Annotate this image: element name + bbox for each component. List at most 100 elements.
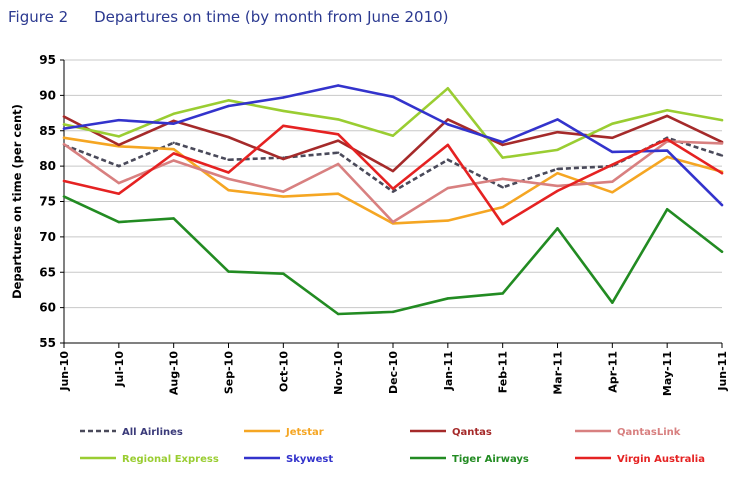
data-point bbox=[172, 119, 175, 123]
data-point bbox=[391, 134, 395, 137]
data-point bbox=[501, 292, 504, 295]
data-point bbox=[501, 143, 504, 147]
y-tick-label: 80 bbox=[39, 159, 56, 173]
x-tick-label: Aug-10 bbox=[168, 351, 181, 395]
data-point bbox=[720, 118, 724, 122]
data-point bbox=[556, 227, 559, 230]
data-point bbox=[665, 155, 669, 159]
data-point bbox=[227, 171, 230, 174]
data-point bbox=[336, 151, 340, 154]
y-tick-label: 75 bbox=[39, 195, 56, 209]
data-point bbox=[446, 143, 450, 147]
data-point bbox=[282, 96, 285, 99]
chart-title: Departures on time (by month from June 2… bbox=[94, 8, 449, 26]
data-point bbox=[62, 136, 66, 140]
data-point bbox=[665, 114, 669, 118]
data-point bbox=[665, 138, 669, 141]
series-line-qantaslink bbox=[62, 140, 724, 224]
x-tick-label: Jun-10 bbox=[58, 351, 71, 392]
legend-label: Tiger Airways bbox=[452, 454, 529, 465]
y-tick-label: 55 bbox=[39, 336, 56, 350]
series-lines bbox=[62, 84, 724, 316]
series-line-tiger-airways bbox=[62, 195, 724, 316]
data-point bbox=[446, 186, 450, 190]
data-point bbox=[62, 195, 66, 198]
data-point bbox=[611, 191, 614, 194]
legend-label: Jetstar bbox=[285, 427, 324, 438]
x-tick-label: Dec-10 bbox=[387, 351, 400, 394]
data-point bbox=[446, 158, 450, 161]
data-point bbox=[172, 217, 175, 220]
data-point bbox=[446, 219, 450, 222]
legend-item: QantasLink bbox=[575, 427, 681, 438]
data-point bbox=[62, 179, 66, 183]
data-point bbox=[391, 220, 395, 224]
data-point bbox=[62, 142, 66, 146]
data-point bbox=[336, 162, 340, 166]
data-point bbox=[172, 112, 175, 115]
data-point bbox=[720, 203, 724, 207]
data-point bbox=[556, 167, 559, 171]
y-tick-label: 85 bbox=[39, 124, 56, 138]
data-point bbox=[227, 99, 230, 102]
data-point bbox=[611, 301, 614, 304]
data-point bbox=[611, 180, 614, 183]
data-point bbox=[117, 192, 121, 195]
legend-label: Regional Express bbox=[122, 454, 219, 465]
data-point bbox=[665, 109, 669, 112]
data-point bbox=[391, 187, 395, 190]
legend-item: Virgin Australia bbox=[575, 454, 705, 465]
data-point bbox=[501, 205, 504, 209]
data-point bbox=[391, 190, 395, 193]
data-point bbox=[665, 208, 669, 211]
legend-item: Jetstar bbox=[244, 427, 324, 438]
data-point bbox=[172, 152, 175, 155]
data-point bbox=[172, 122, 175, 125]
legend: All Airlines Jetstar Qantas QantasLink Regio… bbox=[80, 427, 705, 465]
data-point bbox=[720, 142, 724, 145]
data-point bbox=[611, 122, 614, 125]
legend-item: Skywest bbox=[244, 454, 333, 465]
data-point bbox=[501, 140, 504, 144]
legend-label: QantasLink bbox=[617, 427, 681, 438]
legend-label: Qantas bbox=[452, 427, 492, 438]
data-point bbox=[556, 184, 559, 188]
legend-label: Skywest bbox=[286, 454, 333, 465]
data-point bbox=[62, 123, 66, 126]
data-point bbox=[556, 130, 559, 134]
data-point bbox=[720, 172, 724, 175]
legend-item: Qantas bbox=[410, 427, 492, 438]
data-point bbox=[446, 123, 450, 126]
data-point bbox=[501, 156, 504, 159]
data-point bbox=[336, 84, 340, 87]
data-point bbox=[336, 139, 340, 142]
data-point bbox=[665, 149, 669, 152]
x-tick-label: Feb-11 bbox=[497, 351, 510, 393]
data-point bbox=[556, 118, 559, 121]
data-point bbox=[62, 115, 66, 118]
data-point bbox=[556, 172, 559, 175]
data-point bbox=[172, 141, 175, 144]
x-tick-label: May-11 bbox=[661, 351, 674, 396]
figure-number: Figure 2 bbox=[8, 8, 69, 26]
data-point bbox=[62, 127, 66, 130]
legend-item: All Airlines bbox=[80, 427, 183, 438]
data-point bbox=[336, 192, 340, 195]
data-point bbox=[336, 312, 340, 316]
data-point bbox=[227, 135, 230, 139]
data-point bbox=[720, 250, 724, 253]
data-point bbox=[282, 195, 285, 198]
data-point bbox=[117, 181, 121, 185]
data-point bbox=[172, 147, 175, 151]
data-point bbox=[227, 270, 230, 273]
figure-header: Figure 2 Departures on time (by month fro… bbox=[8, 8, 449, 26]
x-tick-label: Apr-11 bbox=[606, 351, 619, 393]
data-point bbox=[556, 148, 559, 152]
data-point bbox=[446, 87, 450, 90]
data-point bbox=[336, 118, 340, 121]
legend-label: Virgin Australia bbox=[617, 454, 705, 465]
data-point bbox=[336, 133, 340, 136]
data-point bbox=[172, 159, 175, 162]
y-tick-label: 65 bbox=[39, 265, 56, 279]
